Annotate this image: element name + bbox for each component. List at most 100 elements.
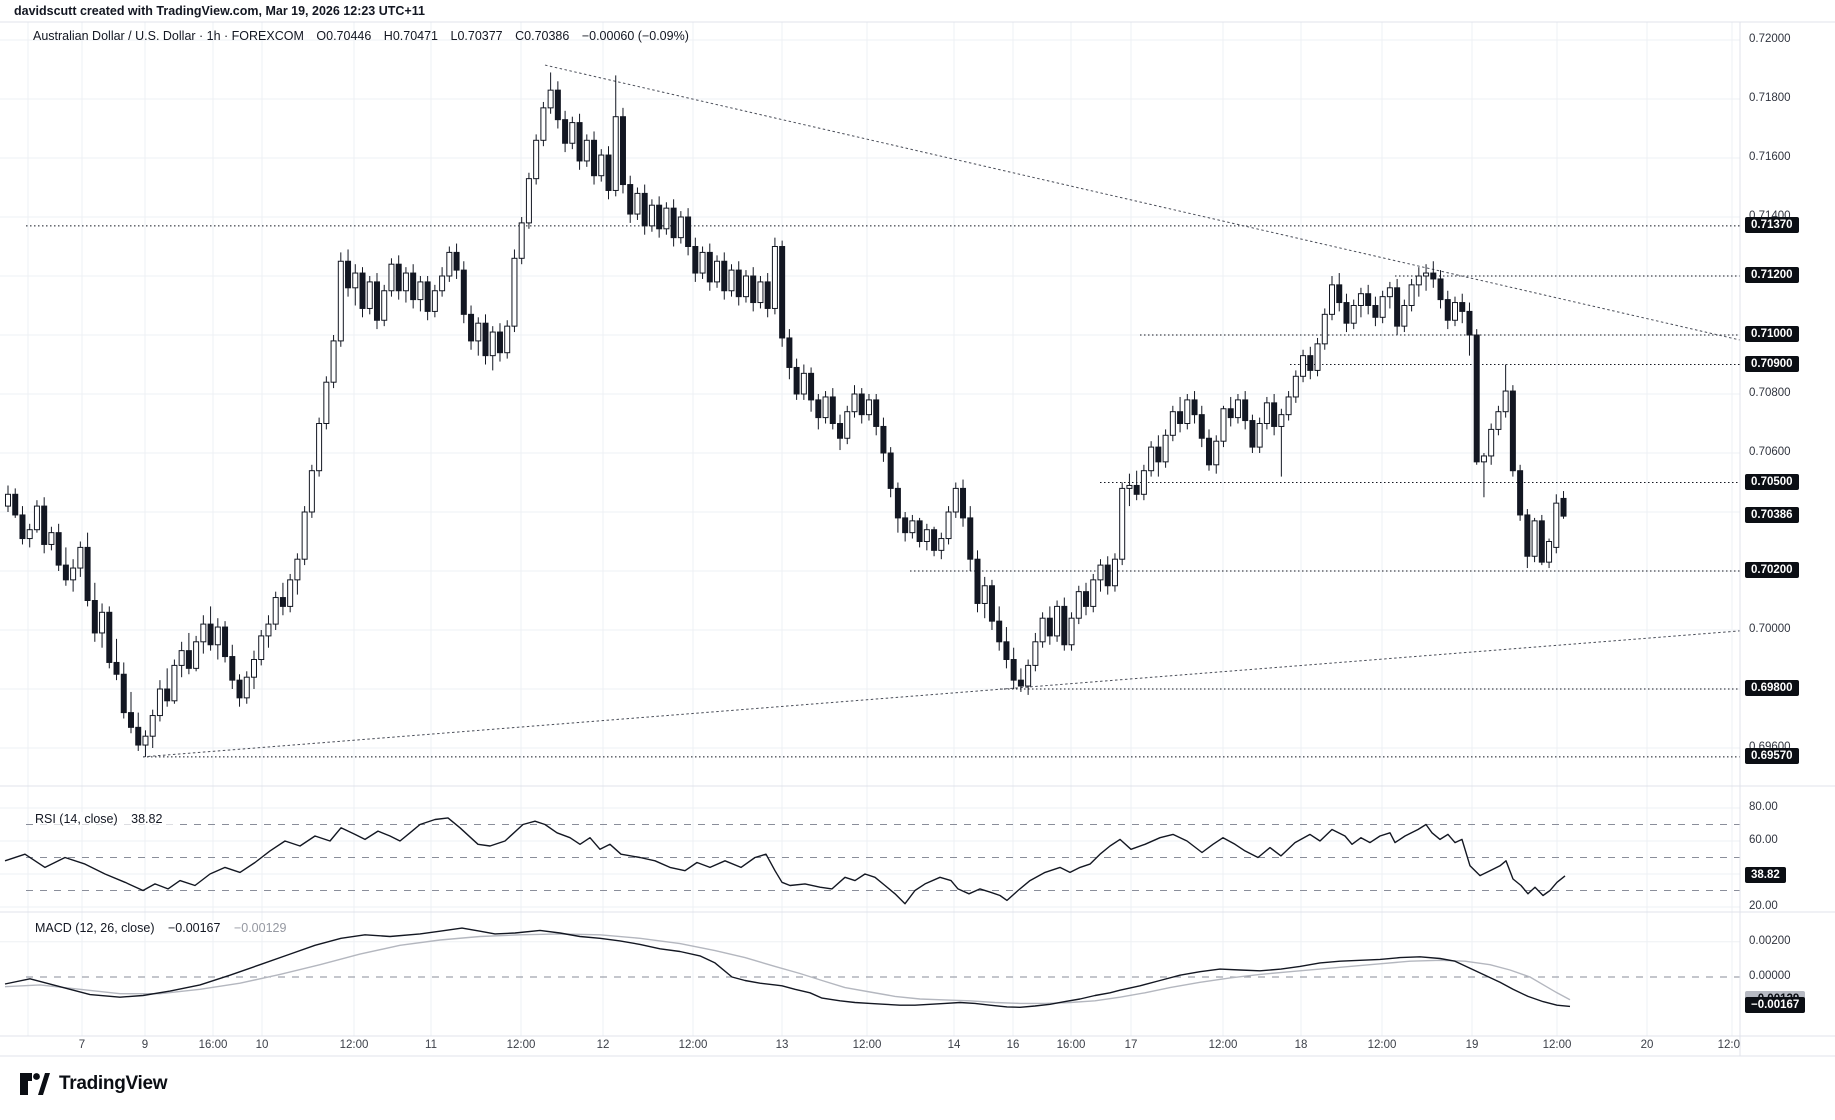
axis-tick-label: 0.00000 (1749, 970, 1791, 982)
candle (865, 399, 872, 416)
candle (99, 611, 106, 634)
candle (511, 257, 518, 327)
candle (757, 281, 764, 304)
candle (265, 623, 272, 637)
candle (142, 735, 149, 746)
candle (967, 517, 974, 560)
candle (359, 272, 366, 309)
candle (1271, 402, 1278, 427)
axis-tick-label: 0.72000 (1749, 33, 1791, 45)
candle (402, 272, 409, 292)
candle (1206, 437, 1213, 466)
candle (1473, 334, 1480, 463)
candle (1133, 484, 1140, 495)
candle (41, 505, 48, 545)
candle (952, 487, 959, 513)
ohlc-low: L0.70377 (450, 29, 503, 43)
candle (127, 712, 134, 728)
candle (1162, 434, 1169, 463)
rsi-legend[interactable]: RSI (14, close) 38.82 (33, 812, 175, 826)
symbol-title[interactable]: Australian Dollar / U.S. Dollar · 1h · F… (33, 29, 304, 43)
candle (1560, 497, 1567, 517)
candle (916, 520, 923, 542)
axis-tick-label: 60.00 (1749, 834, 1778, 846)
candle (1017, 679, 1024, 687)
candle (70, 567, 77, 581)
time-axis-label: 12:00 (678, 1039, 708, 1051)
time-axis-label: 18 (1294, 1039, 1308, 1051)
candle (829, 396, 836, 425)
candle (193, 641, 200, 669)
candle (540, 107, 547, 141)
ohlc-change: −0.00060 (−0.09%) (581, 29, 689, 43)
axis-price-badge: 0.71000 (1745, 326, 1799, 342)
candle (345, 260, 352, 289)
candle (62, 564, 69, 581)
time-axis-label: 16:00 (1056, 1039, 1086, 1051)
candle (1386, 287, 1393, 298)
time-axis-label: 10 (255, 1039, 269, 1051)
candle (692, 246, 699, 274)
macd-signal-value: −0.00129 (233, 921, 287, 935)
candle (250, 659, 257, 678)
candle (12, 493, 19, 516)
time-axis[interactable]: 7 9 16:00 10 12:00 11 12:00 12 12:00 13 12:00 14 16 1… (0, 1036, 1740, 1056)
candle (656, 204, 663, 230)
time-axis-label: 13 (775, 1039, 789, 1051)
candle (1054, 605, 1061, 637)
candle (742, 275, 749, 298)
candle (960, 487, 967, 519)
candle (728, 269, 735, 292)
time-axis-label: 12:00 (1542, 1039, 1572, 1051)
candle (1329, 284, 1336, 315)
candle (525, 178, 532, 224)
candle (605, 154, 612, 191)
candle (1242, 399, 1249, 422)
candle (518, 222, 525, 259)
candle (1350, 305, 1357, 324)
candle (1408, 284, 1415, 307)
candle (1480, 455, 1487, 463)
candle (1336, 284, 1343, 304)
symbol-header: Australian Dollar / U.S. Dollar · 1h · F… (33, 29, 698, 43)
axis-price-badge: 0.71200 (1745, 267, 1799, 283)
time-axis-label: 16 (1006, 1039, 1020, 1051)
candle (1075, 591, 1082, 619)
candle (627, 184, 634, 215)
candle (1437, 278, 1444, 301)
macd-legend[interactable]: MACD (12, 26, close) −0.00167 −0.00129 (33, 921, 299, 935)
time-axis-label: 12:00 (339, 1039, 369, 1051)
candle (156, 688, 163, 717)
candle (453, 251, 460, 271)
candle (1032, 641, 1039, 666)
candle (91, 600, 98, 634)
candle (1119, 487, 1126, 560)
attribution-text: davidscutt created with TradingView.com,… (14, 4, 425, 18)
candle (352, 272, 359, 289)
axis-price-badge: −0.00167 (1745, 997, 1806, 1014)
ohlc-high: H0.70471 (383, 29, 439, 43)
candle (489, 331, 496, 357)
tradingview-logo[interactable]: TradingView (20, 1072, 168, 1096)
candle (1452, 302, 1458, 321)
candle (750, 275, 757, 304)
time-axis-label: 12 (596, 1039, 610, 1051)
candle (612, 116, 619, 191)
candle (164, 688, 171, 702)
candle (851, 393, 858, 413)
time-axis-label: 12:00 (1717, 1039, 1740, 1051)
candle (931, 529, 938, 551)
candle (663, 207, 670, 230)
candle (1126, 484, 1133, 489)
candle (504, 325, 511, 354)
time-axis-label: 12:00 (1367, 1039, 1397, 1051)
candle (634, 192, 641, 215)
candle (475, 322, 482, 342)
candle (547, 89, 554, 109)
candle (793, 366, 800, 395)
candle (410, 272, 417, 301)
price-axis[interactable]: 0.720000.718000.716000.714000.708000.706… (1740, 22, 1835, 1056)
candle (1249, 420, 1256, 448)
candle (1111, 558, 1118, 587)
